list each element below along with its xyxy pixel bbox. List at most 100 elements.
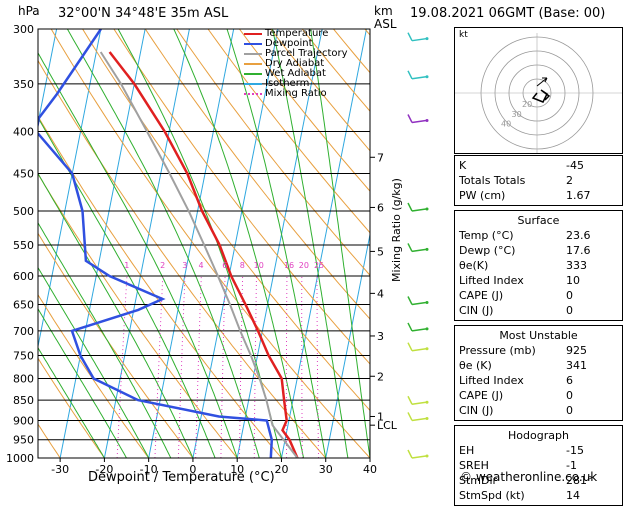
wind-barb <box>412 303 426 305</box>
surface-value: 0 <box>566 303 618 318</box>
surface-value: 23.6 <box>566 228 618 243</box>
dewpoint-line <box>36 29 271 458</box>
legend-swatch <box>244 33 262 35</box>
wind-barb-dot <box>426 208 429 211</box>
km-tick-label: LCL <box>377 419 398 432</box>
location-title: 32°00'N 34°48'E 35m ASL <box>58 6 228 21</box>
x-tick-label: 20 <box>274 463 288 476</box>
x-tick-label: 40 <box>363 463 377 476</box>
surface-row: θe(K)333 <box>459 258 618 273</box>
pressure-tick-label: 450 <box>13 167 34 180</box>
isotherm-line <box>0 29 12 458</box>
wind-barb <box>412 249 426 251</box>
most-unstable-title: Most Unstable <box>459 328 618 343</box>
hodograph-value: 14 <box>566 488 618 503</box>
hodograph-value: -15 <box>566 443 618 458</box>
isotherm-line <box>149 29 234 458</box>
wind-barb <box>408 396 412 404</box>
wind-barb-dot <box>426 119 429 122</box>
surface-value: 0 <box>566 288 618 303</box>
km-tick-label: 4 <box>377 287 384 300</box>
legend-swatch <box>244 53 262 55</box>
y-axis-title-right: Mixing Ratio (g/kg) <box>390 178 403 282</box>
wind-barb <box>408 243 412 251</box>
mixing-ratio-label: 4 <box>198 261 203 270</box>
surface-row: Lifted Index 10 <box>459 273 618 288</box>
index-row: PW (cm) 1.67 <box>459 188 618 203</box>
mixing-ratio-label: 8 <box>240 261 245 270</box>
wind-barb <box>408 343 412 351</box>
hodograph-ring-label: 20 <box>522 100 532 109</box>
surface-title: Surface <box>459 213 618 228</box>
most-unstable-label: Pressure (mb) <box>459 343 536 358</box>
wind-barb <box>408 450 412 458</box>
hodograph-label: StmSpd (kt) <box>459 488 525 503</box>
pressure-tick-label: 1000 <box>6 452 34 465</box>
wind-barb <box>412 349 426 351</box>
most-unstable-value: 0 <box>566 388 618 403</box>
wind-barb-dot <box>426 401 429 404</box>
wind-barb-dot <box>426 417 429 420</box>
mixing-ratio-label: 25 <box>314 261 324 270</box>
pressure-tick-label: 700 <box>13 325 34 338</box>
pressure-tick-label: 900 <box>13 414 34 427</box>
pressure-tick-label: 350 <box>13 78 34 91</box>
index-value: 2 <box>566 173 618 188</box>
pressure-tick-label: 550 <box>13 239 34 252</box>
surface-label: θe(K) <box>459 258 488 273</box>
wind-barb <box>408 71 412 79</box>
most-unstable-value: 341 <box>566 358 618 373</box>
isotherm-line <box>104 29 189 458</box>
mixing-ratio-label: 6 <box>222 261 227 270</box>
hodograph-ring-label: 30 <box>512 110 522 119</box>
isotherm-line <box>370 29 455 458</box>
surface-label: Temp (°C) <box>459 228 514 243</box>
km-tick-label: 3 <box>377 330 384 343</box>
pressure-tick-label: 800 <box>13 372 34 385</box>
surface-label: CIN (J) <box>459 303 493 318</box>
most-unstable-label: Lifted Index <box>459 373 524 388</box>
hpa-label: hPa <box>18 4 40 18</box>
pressure-tick-label: 750 <box>13 349 34 362</box>
km-tick-label: 5 <box>377 245 384 258</box>
most-unstable-row: CIN (J)0 <box>459 403 618 418</box>
most-unstable-label: θe (K) <box>459 358 492 373</box>
legend-swatch <box>244 83 262 85</box>
wind-barb-dot <box>426 248 429 251</box>
hodograph-unit: kt <box>459 30 468 40</box>
mixing-ratio-label: 10 <box>254 261 264 270</box>
mixing-ratio-label: 20 <box>299 261 309 270</box>
surface-value: 10 <box>566 273 618 288</box>
wind-barb <box>412 120 426 122</box>
index-value: 1.67 <box>566 188 618 203</box>
hodograph-row: EH-15 <box>459 443 618 458</box>
wind-barb <box>408 412 412 420</box>
wind-barb <box>408 33 412 41</box>
most-unstable-row: θe (K) 341 <box>459 358 618 373</box>
wind-barb <box>412 456 426 458</box>
most-unstable-row: Pressure (mb)925 <box>459 343 618 358</box>
index-row: K-45 <box>459 158 618 173</box>
index-label: PW (cm) <box>459 188 505 203</box>
surface-label: Lifted Index <box>459 273 524 288</box>
surface-label: CAPE (J) <box>459 288 503 303</box>
mixing-ratio-label: 3 <box>182 261 187 270</box>
surface-row: Temp (°C) 23.6 <box>459 228 618 243</box>
legend-swatch <box>244 73 262 75</box>
wind-barb <box>412 209 426 211</box>
pressure-tick-label: 950 <box>13 434 34 447</box>
legend-label: Mixing Ratio <box>265 89 327 99</box>
pressure-tick-label: 850 <box>13 394 34 407</box>
wind-barb-dot <box>426 347 429 350</box>
legend-item: Mixing Ratio <box>244 89 348 99</box>
hodograph-row: StmSpd (kt) 14 <box>459 488 618 503</box>
wind-barb-dot <box>426 37 429 40</box>
hodograph-ring-label: 40 <box>501 120 511 129</box>
wind-barb <box>412 77 426 79</box>
